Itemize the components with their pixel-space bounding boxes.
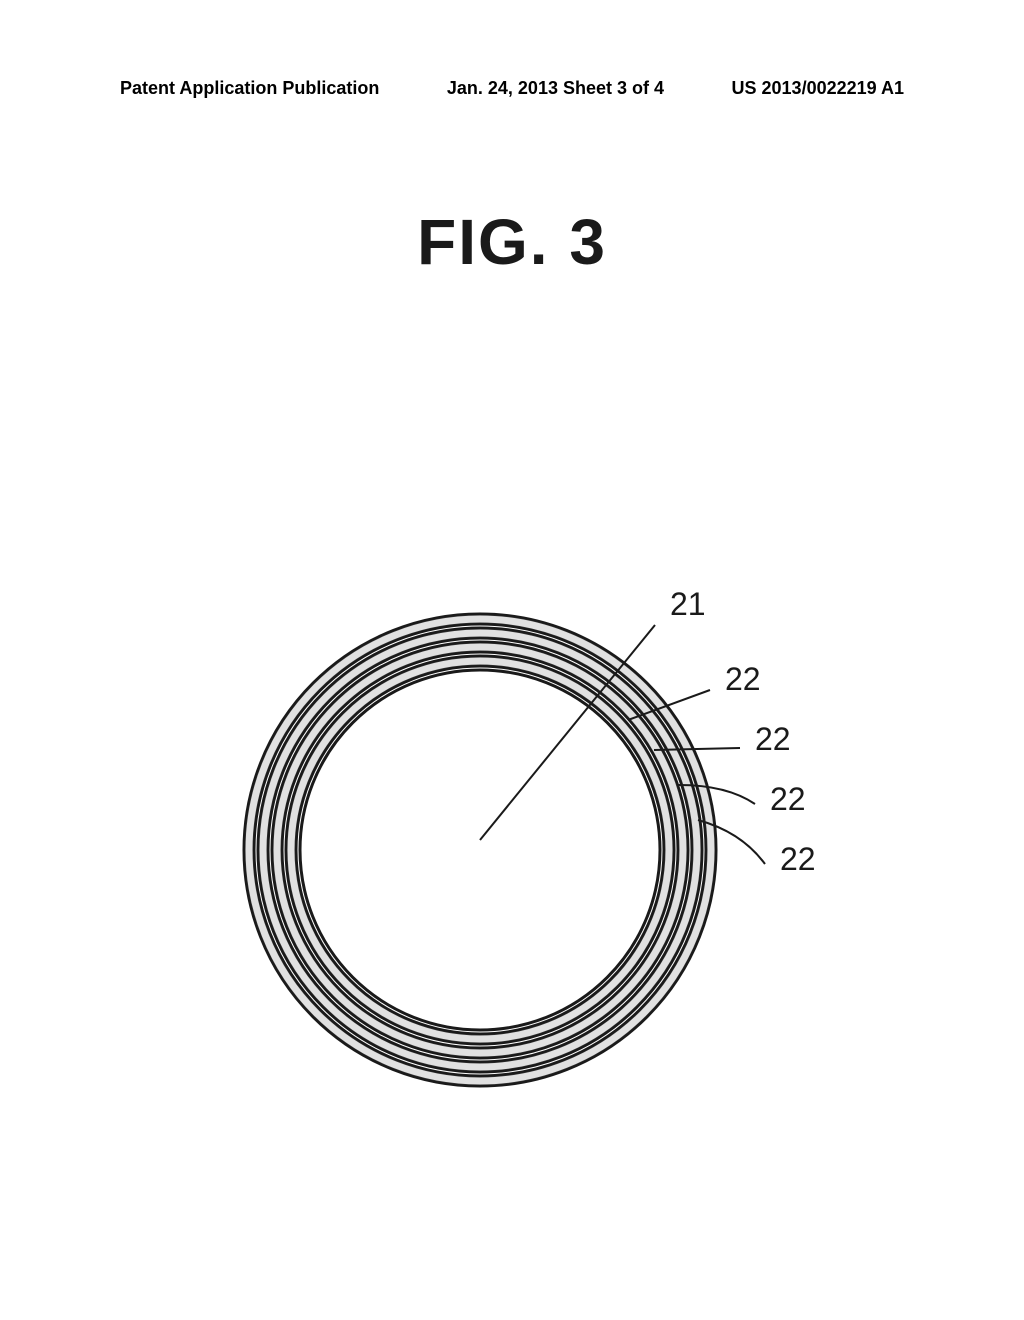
header-right: US 2013/0022219 A1 — [732, 78, 904, 99]
header-left: Patent Application Publication — [120, 78, 379, 99]
svg-text:22: 22 — [725, 661, 761, 697]
diagram-container: 21 22 22 22 22 — [200, 500, 900, 1100]
page-header: Patent Application Publication Jan. 24, … — [0, 78, 1024, 99]
svg-text:21: 21 — [670, 586, 706, 622]
svg-text:22: 22 — [780, 841, 816, 877]
concentric-circles-diagram: 21 22 22 22 22 — [200, 500, 900, 1100]
svg-text:22: 22 — [755, 721, 791, 757]
header-center: Jan. 24, 2013 Sheet 3 of 4 — [447, 78, 664, 99]
svg-text:22: 22 — [770, 781, 806, 817]
figure-title: FIG. 3 — [417, 205, 607, 279]
